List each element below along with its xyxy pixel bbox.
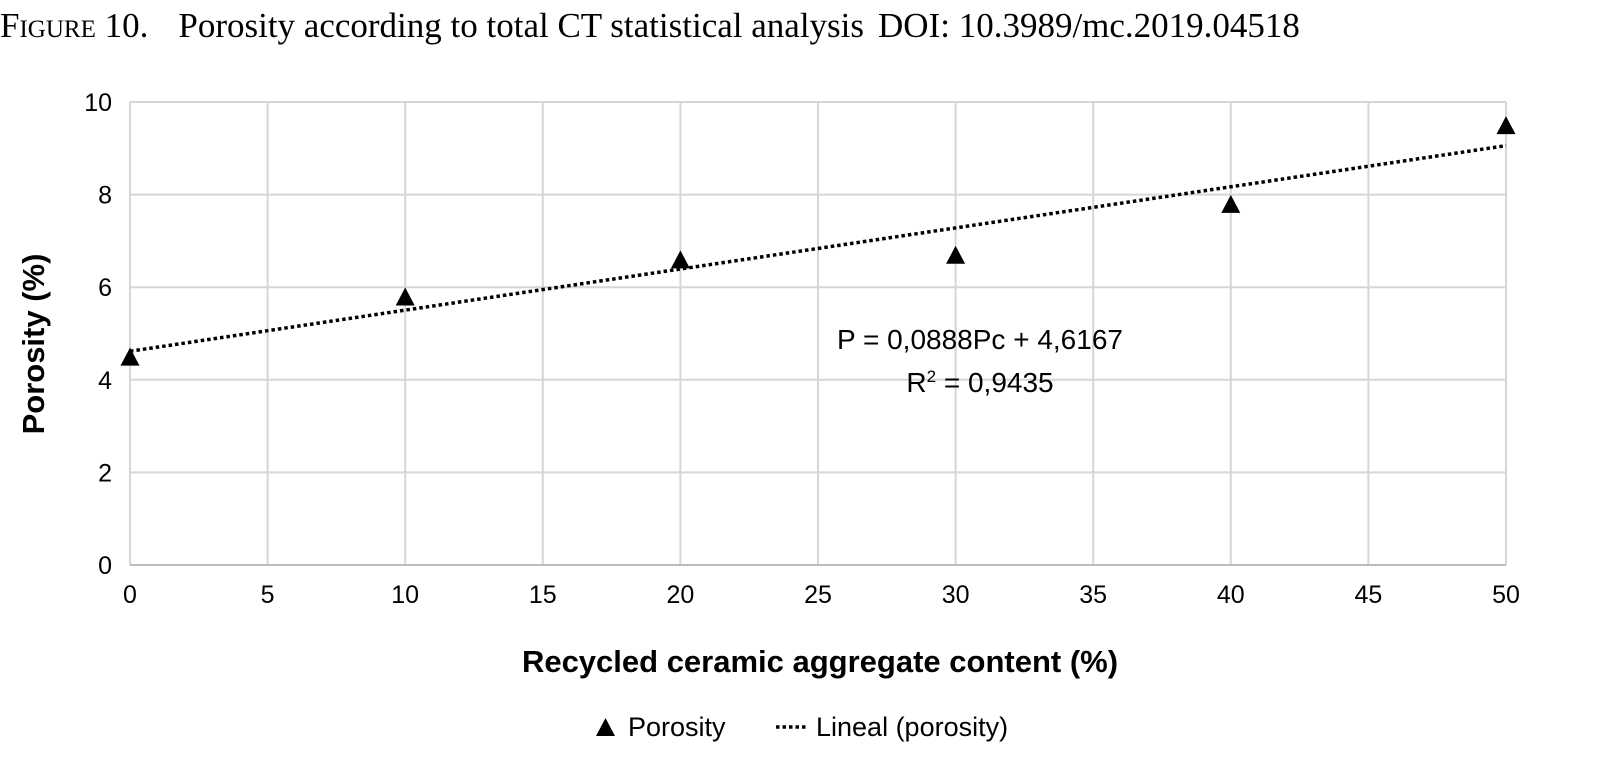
caption-label: Figure 10. xyxy=(0,6,149,45)
y-axis-title: Porosity (%) xyxy=(16,254,51,435)
data-point-triangle xyxy=(1221,194,1241,213)
x-tick-label: 40 xyxy=(1217,581,1245,609)
grid xyxy=(129,101,1507,566)
x-tick-label: 15 xyxy=(529,581,557,609)
x-tick-label: 30 xyxy=(942,581,970,609)
x-tick-label: 5 xyxy=(261,581,275,609)
legend-label-porosity: Porosity xyxy=(628,712,726,742)
data-point-triangle xyxy=(670,250,690,269)
y-tick-label: 10 xyxy=(84,89,112,117)
r-squared-label: R2 = 0,9435 xyxy=(906,367,1053,398)
y-tick-label: 4 xyxy=(98,367,112,395)
y-tick-label: 0 xyxy=(98,552,112,580)
x-tick-label: 50 xyxy=(1492,581,1520,609)
caption-doi: DOI: 10.3989/mc.2019.04518 xyxy=(878,6,1300,45)
x-tick-label: 45 xyxy=(1354,581,1382,609)
y-tick-label: 8 xyxy=(98,182,112,210)
x-tick-label: 0 xyxy=(123,581,137,609)
trendline-layer xyxy=(129,143,1507,353)
r-squared-r: R xyxy=(906,367,926,398)
x-tick-label: 35 xyxy=(1079,581,1107,609)
y-tick-label: 2 xyxy=(98,459,112,487)
trendline-equation: P = 0,0888Pc + 4,6167 xyxy=(837,324,1123,355)
data-points xyxy=(120,116,1516,366)
x-tick-label: 20 xyxy=(666,581,694,609)
x-tick-label: 10 xyxy=(391,581,419,609)
r-squared-value: = 0,9435 xyxy=(936,367,1054,398)
figure-caption: Figure 10. Porosity according to total CT… xyxy=(0,4,1624,48)
tick-labels: 0 5 10 15 20 25 30 35 40 45 50 0 2 4 6 8 10 xyxy=(84,89,1520,609)
y-tick-label: 6 xyxy=(98,274,112,302)
legend: Porosity Lineal (porosity) xyxy=(596,712,1008,742)
data-point-triangle xyxy=(946,245,966,264)
r-squared-sup: 2 xyxy=(927,367,936,386)
data-point-triangle xyxy=(395,287,415,306)
caption-title: Porosity according to total CT statistic… xyxy=(178,6,865,45)
data-point-triangle xyxy=(1496,116,1516,135)
legend-label-trendline: Lineal (porosity) xyxy=(816,712,1008,742)
x-axis-title: Recycled ceramic aggregate content (%) xyxy=(522,644,1118,679)
data-point-triangle xyxy=(120,347,140,366)
legend-marker-porosity xyxy=(596,718,615,736)
trendline xyxy=(129,143,1507,353)
x-tick-label: 25 xyxy=(804,581,832,609)
